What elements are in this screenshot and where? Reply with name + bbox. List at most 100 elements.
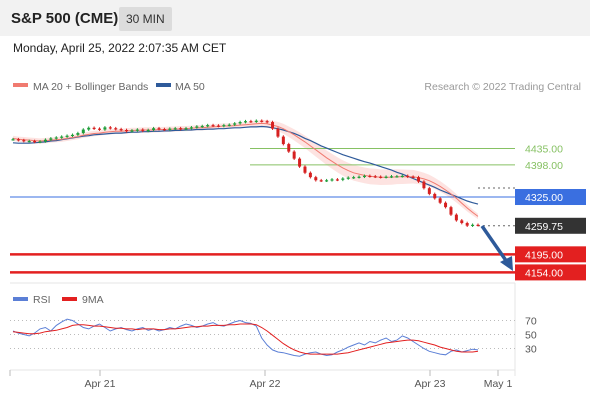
x-tick-label: Apr 23 (415, 378, 446, 390)
candle-body (216, 125, 220, 127)
candle-body (200, 126, 204, 128)
candle-body (11, 139, 15, 141)
candle-body (357, 176, 361, 178)
candle-body (141, 129, 145, 131)
candle-body (227, 124, 231, 126)
candle-body (476, 224, 480, 226)
ma50-legend-swatch (156, 83, 171, 87)
candle-body (265, 121, 269, 123)
candle-body (81, 129, 85, 134)
candle-body (438, 198, 442, 203)
candle-body (38, 141, 42, 143)
candle-body (211, 125, 215, 127)
candle-body (362, 175, 366, 178)
candle-body (16, 139, 20, 141)
level-tag-support (515, 264, 586, 281)
level-label-support: 4154.00 (525, 267, 563, 279)
rsi-tick-label: 50 (525, 330, 537, 342)
ma9-line (12, 323, 479, 355)
candle-body (308, 172, 312, 178)
candle-body (173, 128, 177, 130)
candle-body (238, 122, 242, 124)
candle-body (449, 207, 453, 215)
candle-body (298, 158, 302, 167)
candle-body (433, 193, 437, 199)
candle-body (179, 128, 183, 130)
ma50-legend-label: MA 50 (175, 81, 205, 93)
candle-body (43, 139, 47, 142)
timeframe-button[interactable]: 30 MIN (119, 7, 172, 31)
candle-body (260, 120, 264, 122)
level-label-resistance: 4398.00 (525, 160, 563, 172)
candle-body (49, 138, 53, 140)
candle-body (471, 224, 475, 226)
candle-body (384, 176, 388, 178)
candle-body (157, 128, 161, 130)
candle-body (125, 129, 129, 132)
candle-body (103, 127, 107, 130)
candle-body (70, 134, 74, 137)
candle-body (146, 129, 150, 132)
candle-body (119, 129, 123, 131)
candle-body (276, 128, 280, 137)
candle-body (411, 176, 415, 178)
ma20-legend-label: MA 20 + Bollinger Bands (33, 81, 148, 93)
candle-body (427, 188, 431, 194)
candle-body (130, 130, 134, 132)
candle-body (162, 129, 166, 131)
rsi-legend-label: RSI (33, 294, 51, 306)
candle-body (330, 179, 334, 181)
candle-body (406, 175, 410, 178)
candle-body (152, 128, 156, 130)
rsi-tick-label: 30 (525, 344, 537, 356)
forecast-arrow (480, 225, 513, 271)
candle-body (222, 125, 226, 127)
rsi-line (12, 318, 479, 357)
level-label-current: 4259.75 (525, 221, 563, 233)
candle-body (325, 180, 329, 182)
candle-body (346, 177, 350, 179)
candle-body (87, 127, 91, 130)
candle-body (395, 176, 399, 178)
candle-body (108, 127, 112, 129)
candle-body (184, 128, 188, 130)
candle-body (271, 122, 275, 129)
x-tick-label: Apr 21 (85, 378, 116, 390)
candle-body (335, 179, 339, 181)
level-label-pivot: 4325.00 (525, 192, 563, 204)
candle-body (27, 141, 31, 143)
ma9-legend-label: 9MA (82, 294, 104, 306)
ma20-line (12, 122, 479, 217)
candle-body (373, 176, 377, 178)
candle-body (314, 177, 318, 181)
candle-body (417, 177, 421, 182)
candle-body (249, 121, 253, 123)
candle-body (206, 125, 210, 127)
candle-body (33, 141, 37, 143)
bollinger-band (13, 119, 478, 220)
candle-body (444, 202, 448, 208)
level-tag-pivot (515, 189, 586, 206)
candle-body (454, 214, 458, 221)
candle-body (168, 128, 172, 130)
candle-body (389, 176, 393, 178)
candle-body (244, 121, 247, 123)
ma9-legend-swatch (62, 297, 77, 301)
candle-body (287, 144, 291, 152)
candle-body (460, 220, 464, 224)
candle-body (76, 133, 80, 135)
candle-body (292, 151, 296, 159)
candle-body (114, 128, 118, 130)
chart-title: S&P 500 (CME) (11, 10, 119, 27)
candle-body (92, 127, 96, 129)
candle-body (65, 135, 69, 137)
timestamp: Monday, April 25, 2022 2:07:35 AM CET (13, 41, 227, 55)
candle-body (465, 223, 469, 226)
level-tag-current (515, 217, 586, 234)
candle-body (54, 137, 58, 139)
ma20-legend-swatch (13, 83, 28, 87)
candle-body (281, 136, 285, 145)
candle-body (422, 181, 426, 189)
credit-text: Research © 2022 Trading Central (424, 81, 581, 93)
candle-body (352, 177, 356, 179)
